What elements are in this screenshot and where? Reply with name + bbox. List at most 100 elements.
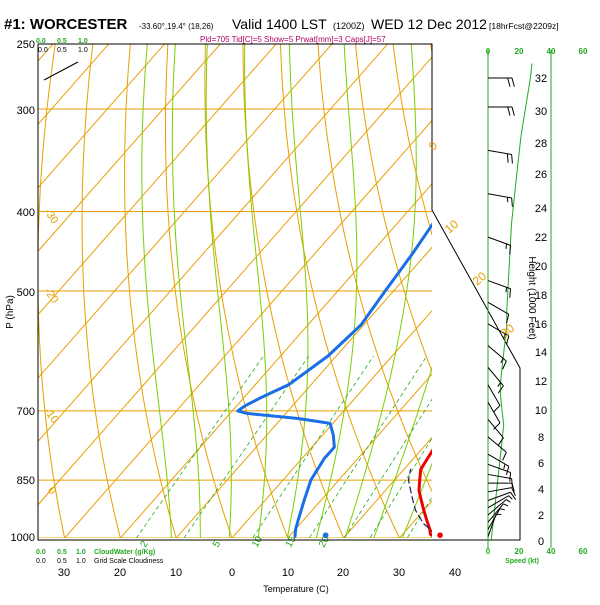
stability-indices: Pld=705 Tid[C]=5 Show=5 Prwat[mm]=3 Caps… (200, 35, 386, 44)
isotherm--60 (0, 0, 402, 555)
wind-barb-shaft (488, 419, 503, 437)
speed-top-0: 0 (486, 47, 491, 56)
x-tick-2: 20 (114, 567, 126, 579)
pressure-label-250: 250 (17, 39, 35, 51)
cloud-top-black-2: 1.0 (78, 47, 88, 54)
valid-time: Valid 1400 LST (232, 16, 327, 32)
height-tick-32: 32 (535, 73, 547, 85)
isotherm--110 (0, 0, 123, 555)
height-tick-8: 8 (538, 432, 544, 444)
cloud-bottom-green-0: 0.0 (36, 549, 46, 556)
height-tick-30: 30 (535, 106, 547, 118)
wind-barb-flag (503, 504, 508, 506)
dry-adiabat-0 (166, 0, 239, 555)
speed-bottom-0: 0 (486, 547, 491, 556)
height-tick-14: 14 (535, 347, 547, 359)
wind-barb-flag (509, 496, 513, 500)
forecast-info: [18hrFcst@2209z] (489, 21, 559, 31)
cloud-top-black-0: 0.0 (38, 47, 48, 54)
isotherm-50 (496, 0, 600, 555)
plot-frame (38, 44, 520, 540)
wind-barb-shaft (488, 454, 509, 466)
isotherm--80 (0, 0, 290, 555)
utc-time: (1200Z) (333, 21, 365, 31)
dry-adiabat-40 (315, 0, 464, 555)
isotherm--120 (0, 0, 67, 555)
cloud-top-green-1: 0.5 (57, 38, 67, 45)
speed-profile-line (491, 64, 532, 542)
x-tick-3: 10 (170, 567, 182, 579)
wind-barb-18 (488, 302, 509, 323)
height-tick-6: 6 (538, 458, 544, 470)
isotherm-30 (384, 0, 600, 555)
pressure-label-300: 300 (17, 105, 35, 117)
height-tick-24: 24 (535, 203, 547, 215)
dry-adiabat-50 (351, 0, 522, 555)
wind-barb-flag (498, 438, 503, 445)
height-tick-28: 28 (535, 138, 547, 150)
wind-barb-shaft (488, 150, 512, 154)
wind-barb-shaft (488, 302, 509, 314)
isotherm-label-3: -30 (42, 206, 61, 226)
wind-barb-11 (488, 437, 506, 461)
wind-barb-flag (507, 154, 508, 163)
cloud-top-black-1: 0.5 (57, 47, 67, 54)
wind-barb-flag (494, 406, 500, 412)
moist-adiabat-9 (423, 0, 600, 555)
wind-barb-flag (512, 155, 513, 164)
wind-barb-flag (506, 500, 510, 503)
y-axis-label: P (hPa) (5, 295, 16, 329)
height-tick-26: 26 (535, 169, 547, 181)
wind-barb-8 (488, 474, 512, 487)
cloud-bottom-black-1: 0.5 (57, 558, 67, 565)
wind-barb-shaft (488, 237, 511, 245)
x-axis-label: Temperature (C) (263, 584, 329, 594)
height-tick-10: 10 (535, 405, 547, 417)
pressure-label-400: 400 (17, 207, 35, 219)
height-tick-12: 12 (535, 376, 547, 388)
wind-barb-flag (510, 289, 511, 298)
speed-bottom-60: 60 (579, 547, 588, 556)
speed-bottom-20: 20 (515, 547, 524, 556)
moist-adiabat-0 (142, 0, 172, 555)
x-tick-4: 0 (229, 567, 235, 579)
speed-top-60: 60 (579, 47, 588, 56)
cloud-bottom-black-2: 1.0 (76, 558, 86, 565)
dry-adiabat-label-0: 0 (426, 138, 440, 153)
speed-top-40: 40 (547, 47, 556, 56)
wind-barb-flag (508, 107, 510, 116)
wind-barb-21 (488, 194, 512, 207)
cloud-legend-top: 0.0 0.5 1.0 0.0 0.5 1.0 (36, 38, 88, 54)
isotherm-label-2: -20 (42, 286, 61, 306)
wind-barb-flag (512, 198, 513, 207)
wind-barb-shaft (488, 437, 506, 452)
wind-barb-20 (488, 237, 511, 254)
isotherm--40 (0, 0, 513, 555)
pressure-label-850: 850 (17, 475, 35, 487)
wind-barb-flag (512, 107, 514, 116)
pressure-label-700: 700 (17, 406, 35, 418)
dry-adiabat-label-30: 30 (498, 321, 517, 341)
adiabat-labels: 0 10 20 30 (426, 138, 517, 340)
cloud-bottom-black-0: 0.0 (36, 558, 46, 565)
gridscale-label: Grid Scale Cloudiness (94, 558, 164, 565)
moist-adiabat-3 (245, 0, 267, 555)
wind-barb-flag (500, 509, 505, 510)
wind-barb-shaft (488, 488, 512, 492)
cloud-top-green-2: 1.0 (78, 38, 88, 45)
mixing-ratio-label-10: 10 (250, 534, 265, 550)
mixing-ratio-label-15: 15 (284, 534, 299, 550)
x-tick-5: 10 (282, 567, 294, 579)
wind-barb-3 (488, 500, 510, 515)
wind-barb-flag (494, 423, 500, 429)
height-tick-2: 2 (538, 510, 544, 522)
cloud-indicator-line (44, 62, 78, 80)
isotherm--90 (0, 0, 234, 555)
height-tick-0: 0 (538, 536, 544, 548)
wind-barb-shaft (488, 474, 512, 478)
cloud-top-green-0: 0.0 (36, 38, 46, 45)
valid-date: WED 12 Dec 2012 (371, 16, 487, 32)
cloud-legend-bottom: 0.0 0.5 1.0 CloudWater (g/Kg) 0.0 0.5 1.… (36, 549, 164, 565)
